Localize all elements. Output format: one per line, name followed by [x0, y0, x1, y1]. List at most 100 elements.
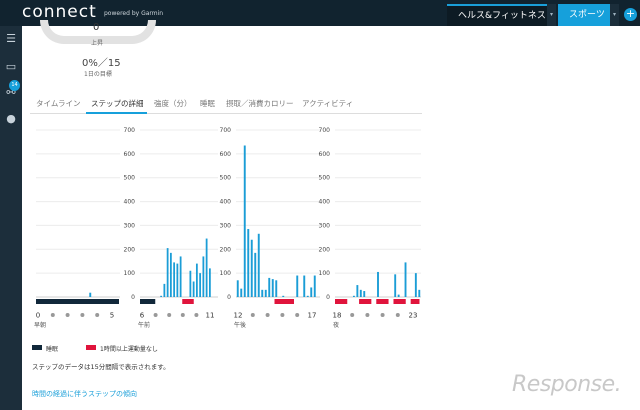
step-bar [240, 288, 243, 297]
y-tick-label: 0 [131, 294, 135, 301]
y-tick-label: 400 [124, 199, 136, 206]
step-bar [179, 256, 182, 297]
legend-swatch-inactive [86, 345, 96, 350]
y-tick-label: 400 [220, 199, 232, 206]
step-bar [254, 252, 257, 297]
inactive-segment [274, 299, 294, 304]
inactive-segment [410, 299, 420, 304]
step-bar [199, 273, 202, 297]
step-bar [356, 285, 359, 297]
step-bar [89, 292, 92, 297]
step-bar [310, 287, 313, 297]
y-tick-label: 300 [124, 222, 136, 229]
x-tick-label: 5 [110, 312, 114, 320]
step-bar [202, 256, 205, 297]
x-tick-dot [65, 313, 70, 317]
sidebar: ☰ ▭ ⚯ 14 ● [0, 26, 22, 410]
step-bar [271, 279, 274, 297]
y-tick-label: 300 [220, 222, 232, 229]
legend-label-sleep: 睡眠 [46, 346, 59, 353]
y-tick-label: 400 [319, 199, 331, 206]
inbox-icon[interactable]: ▭ [5, 60, 17, 73]
logo-subtitle: powered by Garmin [104, 10, 164, 17]
step-bar [296, 275, 299, 297]
inactive-segment [393, 299, 406, 304]
y-tick-label: 700 [319, 127, 331, 134]
connect-logo[interactable]: connect [22, 2, 97, 22]
tab-sleep[interactable]: 睡眠 [200, 99, 215, 108]
steps-count: 0 [93, 22, 100, 33]
x-tick-label: 11 [206, 312, 215, 320]
step-bar [243, 145, 246, 297]
legend-swatch-sleep [32, 345, 42, 350]
x-tick-dot [295, 313, 300, 317]
y-tick-label: 300 [319, 222, 331, 229]
step-bar [268, 277, 271, 297]
nav-health-fitness[interactable]: ヘルス&フィットネス [447, 4, 547, 26]
x-tick-label: 18 [333, 312, 342, 320]
y-tick-label: 200 [220, 246, 232, 253]
sleep-segment [36, 299, 119, 304]
step-bar [247, 229, 250, 297]
period-label: 早朝 [34, 321, 46, 329]
y-tick-label: 100 [124, 270, 136, 277]
step-bar [169, 252, 172, 297]
y-tick-label: 600 [124, 151, 136, 158]
tab-calories[interactable]: 摂取／消費カロリー [226, 99, 294, 108]
menu-icon[interactable]: ☰ [6, 32, 16, 45]
goal-percent: 0%／15 [82, 58, 121, 69]
nav-sports[interactable]: スポーツ [558, 4, 610, 26]
step-bar [176, 263, 179, 297]
add-button[interactable]: + [624, 7, 637, 21]
inactive-segment [182, 299, 194, 304]
x-tick-dot [80, 313, 85, 317]
steps-ring [40, 20, 156, 44]
step-bar [352, 295, 355, 297]
period-label: 夜 [333, 321, 339, 329]
nav-health-dropdown-icon[interactable]: ▾ [547, 4, 556, 26]
sleep-segment [140, 299, 156, 304]
x-tick-dot [194, 313, 199, 317]
legend-label-inactive: 1時間以上運動量なし [100, 346, 158, 353]
step-bar [261, 289, 264, 297]
x-tick-dot [180, 313, 185, 317]
step-bar [359, 289, 362, 297]
step-bar [363, 291, 366, 297]
step-bar [236, 280, 239, 297]
x-tick-label: 12 [234, 312, 243, 320]
y-tick-label: 200 [124, 246, 136, 253]
y-tick-label: 0 [326, 294, 330, 301]
step-bar [404, 262, 407, 297]
x-tick-dot [167, 313, 172, 317]
nav-sports-dropdown-icon[interactable]: ▾ [610, 4, 619, 26]
notification-badge: 14 [9, 80, 20, 91]
user-icon[interactable]: ● [6, 112, 16, 125]
inactive-segment [376, 299, 389, 304]
step-bar [418, 289, 421, 297]
y-tick-label: 600 [319, 151, 331, 158]
tab-timeline[interactable]: タイムライン [36, 99, 81, 108]
y-tick-label: 700 [220, 127, 232, 134]
inactive-segment [335, 299, 348, 304]
step-bar [397, 294, 400, 297]
tabs-bar: タイムライン ステップの詳細 強度（分） 睡眠 摂取／消費カロリー アクティビテ… [30, 96, 422, 114]
y-tick-label: 200 [319, 246, 331, 253]
x-tick-dot [265, 313, 270, 317]
step-bar [192, 281, 195, 297]
tab-intensity[interactable]: 強度（分） [154, 99, 192, 108]
x-tick-dot [95, 313, 100, 317]
step-bar [205, 238, 208, 297]
connections-icon[interactable]: ⚯ [6, 86, 16, 99]
tab-activities[interactable]: アクティビティ [302, 99, 354, 108]
y-tick-label: 600 [220, 151, 232, 158]
y-tick-label: 100 [220, 270, 232, 277]
step-bar [208, 268, 211, 297]
step-bar [264, 289, 267, 297]
tab-step-details[interactable]: ステップの詳細 [91, 99, 144, 108]
y-tick-label: 700 [124, 127, 136, 134]
response-watermark: Response. [512, 372, 622, 397]
x-tick-dot [395, 313, 400, 317]
y-tick-label: 500 [319, 175, 331, 182]
steps-trend-link[interactable]: 時間の経過に伴うステップの傾向 [32, 390, 137, 398]
step-bar [282, 295, 285, 297]
